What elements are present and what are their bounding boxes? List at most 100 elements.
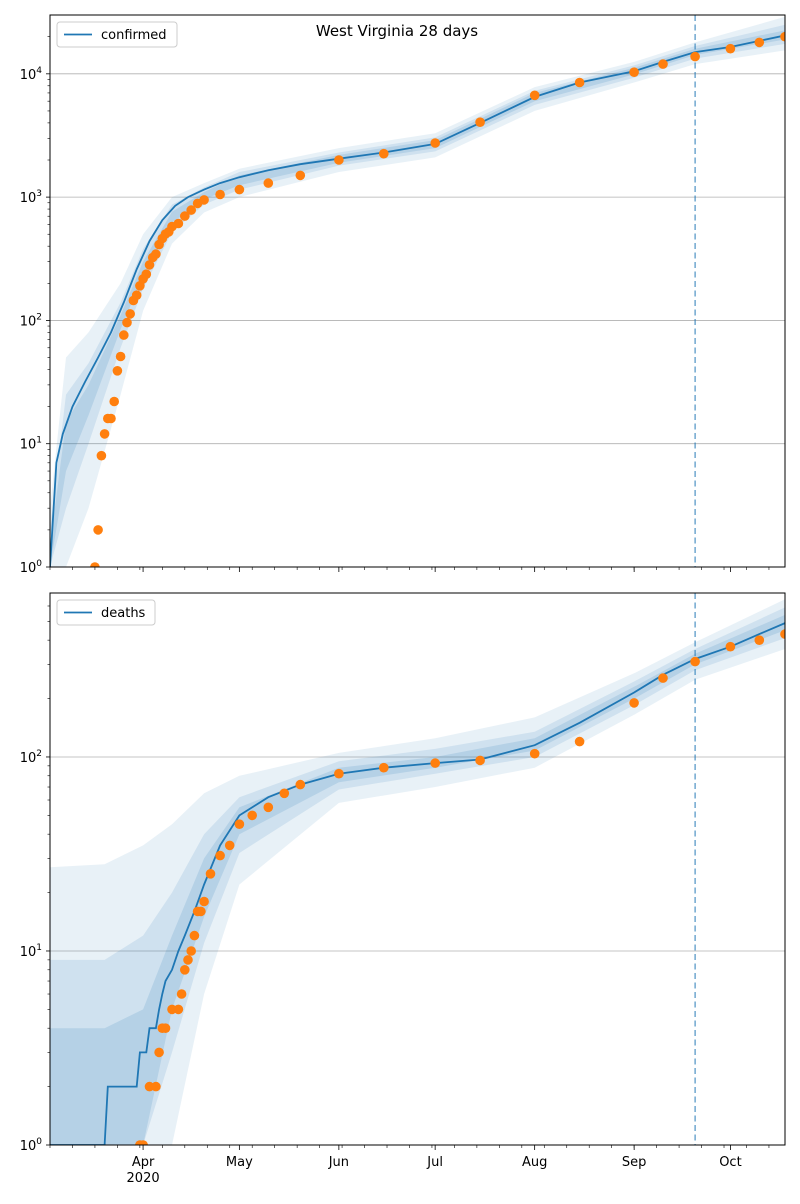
data-point bbox=[379, 762, 389, 773]
data-point bbox=[780, 31, 785, 42]
data-point bbox=[529, 90, 540, 101]
legend-box bbox=[56, 21, 178, 48]
series-line-confirmed bbox=[50, 34, 785, 567]
x-tick-label: Jul bbox=[426, 1155, 443, 1170]
data-point bbox=[690, 51, 700, 62]
data-point bbox=[173, 1004, 184, 1015]
legend-label: confirmed bbox=[101, 28, 167, 43]
data-point bbox=[224, 840, 235, 851]
y-tick-label: 103 bbox=[20, 189, 42, 206]
x-tick-label: Oct bbox=[719, 1155, 741, 1170]
data-point bbox=[109, 396, 119, 407]
data-point bbox=[334, 155, 344, 165]
figure-title: West Virginia 28 days bbox=[316, 22, 478, 40]
chart-panel-confirmed: 100 101 102 103 104 confirmed bbox=[20, 14, 786, 576]
data-point bbox=[183, 955, 193, 965]
data-point bbox=[430, 758, 441, 768]
data-point bbox=[189, 930, 200, 941]
data-point bbox=[93, 525, 103, 535]
x-tick-label: Jun bbox=[328, 1155, 349, 1170]
data-point bbox=[690, 656, 700, 667]
data-point bbox=[122, 317, 132, 328]
data-point bbox=[658, 59, 668, 69]
data-point bbox=[106, 413, 116, 424]
legend: deaths bbox=[56, 599, 156, 626]
data-point bbox=[263, 802, 274, 813]
data-point bbox=[295, 170, 306, 181]
y-tick-label: 100 bbox=[20, 559, 43, 576]
data-point bbox=[173, 218, 184, 229]
data-point bbox=[151, 1081, 161, 1092]
data-point bbox=[154, 1047, 164, 1058]
data-point bbox=[215, 189, 225, 200]
data-point bbox=[151, 249, 161, 259]
data-point bbox=[141, 269, 152, 280]
data-point bbox=[138, 1140, 148, 1145]
data-point bbox=[475, 117, 485, 127]
plot-area bbox=[50, 15, 785, 567]
data-point bbox=[247, 810, 257, 821]
data-point bbox=[475, 755, 485, 766]
data-point bbox=[234, 819, 245, 829]
data-point bbox=[754, 635, 765, 645]
y-tick-label: 101 bbox=[20, 943, 42, 960]
data-point bbox=[780, 629, 785, 639]
data-point bbox=[115, 351, 126, 362]
data-point bbox=[180, 965, 190, 975]
data-point bbox=[96, 450, 107, 461]
data-point bbox=[279, 788, 290, 799]
plot-area bbox=[50, 593, 785, 1145]
data-point bbox=[90, 562, 100, 567]
data-point bbox=[529, 748, 540, 759]
axes-frame bbox=[49, 14, 786, 568]
y-tick-label: 102 bbox=[20, 749, 42, 766]
data-point bbox=[295, 779, 306, 790]
y-tick-label: 100 bbox=[20, 1137, 43, 1154]
data-point bbox=[205, 869, 216, 879]
data-point bbox=[263, 178, 274, 188]
data-point bbox=[199, 195, 209, 205]
data-point bbox=[112, 366, 123, 376]
data-point bbox=[125, 309, 135, 319]
legend: confirmed bbox=[56, 21, 178, 48]
data-point bbox=[379, 148, 389, 159]
data-point bbox=[430, 138, 441, 148]
observed-points bbox=[135, 629, 785, 1145]
y-tick-label: 104 bbox=[20, 66, 43, 83]
data-point bbox=[186, 205, 196, 215]
data-point bbox=[199, 896, 209, 907]
x-tick-label: May bbox=[226, 1155, 253, 1170]
data-point bbox=[119, 330, 129, 340]
data-point bbox=[176, 989, 187, 999]
data-point bbox=[629, 67, 639, 77]
data-point bbox=[196, 906, 206, 917]
series-line-deaths bbox=[50, 622, 785, 1145]
data-point bbox=[160, 1023, 171, 1033]
data-point bbox=[725, 641, 736, 652]
data-point bbox=[754, 37, 765, 48]
x-tick-sublabel: 2020 bbox=[127, 1171, 160, 1186]
x-tick-label: Apr bbox=[132, 1155, 155, 1170]
x-tick-label: Sep bbox=[622, 1155, 647, 1170]
data-point bbox=[215, 850, 225, 861]
observed-points bbox=[90, 31, 785, 567]
legend-box bbox=[56, 599, 156, 626]
axes-frame bbox=[49, 592, 786, 1146]
data-point bbox=[234, 184, 245, 195]
data-point bbox=[144, 260, 155, 270]
x-tick-label: Aug bbox=[522, 1155, 547, 1170]
y-tick-label: 101 bbox=[20, 436, 42, 453]
data-point bbox=[629, 698, 639, 708]
uncertainty-band-inner bbox=[50, 614, 785, 1145]
data-point bbox=[725, 43, 736, 54]
data-point bbox=[334, 768, 344, 779]
data-point bbox=[574, 736, 585, 747]
data-point bbox=[131, 290, 142, 301]
data-point bbox=[99, 429, 110, 439]
data-point bbox=[658, 673, 668, 683]
uncertainty-band-middle bbox=[50, 607, 785, 1145]
legend-label: deaths bbox=[101, 606, 146, 621]
